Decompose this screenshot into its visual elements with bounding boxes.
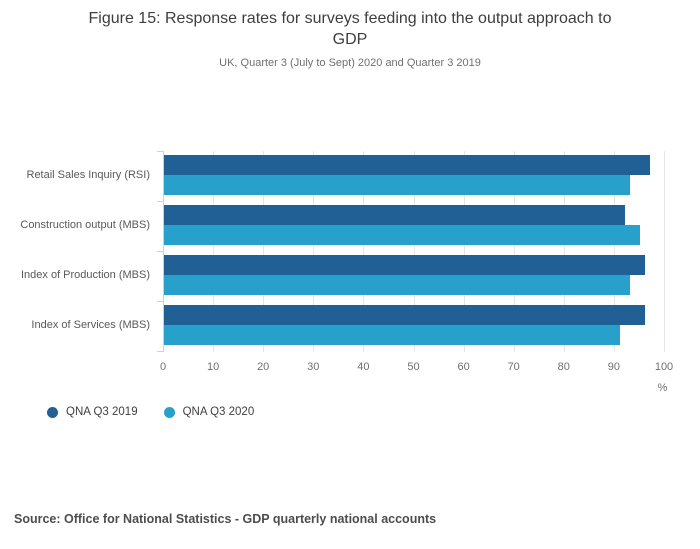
x-tick-label-30: 30 [307,361,320,373]
category-label: Index of Services (MBS) [31,319,150,331]
bar-q3-2019 [164,255,645,275]
x-tick-label-0: 0 [159,361,167,373]
category-label: Construction output (MBS) [20,219,150,231]
legend-label: QNA Q3 2019 [66,406,138,418]
legend: QNA Q3 2019 QNA Q3 2020 [47,406,254,418]
chart-title-line1: Figure 15: Response rates for surveys fe… [88,10,612,27]
y-axis-tick [157,201,163,202]
legend-swatch-icon [163,406,175,418]
category-label: Retail Sales Inquiry (RSI) [26,169,151,181]
chart-title-line2: GDP [332,31,368,48]
source-text: Source: Office for National Statistics -… [14,512,437,526]
gridline-100 [664,151,665,352]
x-axis-unit-label: % [657,382,668,394]
bar-q3-2020 [164,225,640,245]
gridline-80 [563,151,565,352]
y-axis-tick [157,251,163,252]
x-axis: 0 10 20 30 40 50 60 70 80 90 100% [159,361,673,401]
x-tick-label-20: 20 [257,361,270,373]
gridline-90 [613,151,615,352]
bar-q3-2019 [164,155,650,175]
legend-label: QNA Q3 2020 [182,406,255,418]
y-axis-tick [157,351,163,352]
legend-item-qna-q3-2019: QNA Q3 2019 [47,406,138,418]
bar-q3-2020 [164,275,630,295]
x-tick-label-10: 10 [206,361,220,373]
x-tick-label-90: 90 [607,361,621,373]
y-axis-tick [157,151,163,152]
gridline-70 [513,151,515,352]
gridline-50 [413,151,415,352]
gridline-40 [363,151,365,352]
bar-q3-2019 [164,305,645,325]
legend-item-qna-q3-2020: QNA Q3 2020 [163,406,255,418]
x-tick-label-50: 50 [407,361,420,373]
bar-q3-2019 [164,205,625,225]
y-axis-labels: Retail Sales Inquiry (RSI) Construction o… [0,151,150,352]
chart-title: Figure 15: Response rates for surveys fe… [0,8,700,50]
gridline-60 [463,151,465,352]
x-tick-label-40: 40 [357,361,370,373]
x-tick-label-70: 70 [507,361,520,373]
chart-subtitle: UK, Quarter 3 (July to Sept) 2020 and Qu… [219,57,481,69]
x-tick-label-80: 80 [557,361,570,373]
legend-swatch-icon [47,406,58,418]
x-tick-label-60: 60 [457,361,470,373]
category-label: Index of Production (MBS) [20,269,150,281]
gridline-30 [313,151,315,352]
gridline-20 [263,151,265,352]
y-axis-tick [157,301,163,302]
bar-q3-2020 [164,325,620,345]
bar-q3-2020 [164,175,630,195]
gridline-10 [213,151,215,352]
plot-area [157,151,665,352]
x-tick-label-100: 100 [654,361,674,373]
